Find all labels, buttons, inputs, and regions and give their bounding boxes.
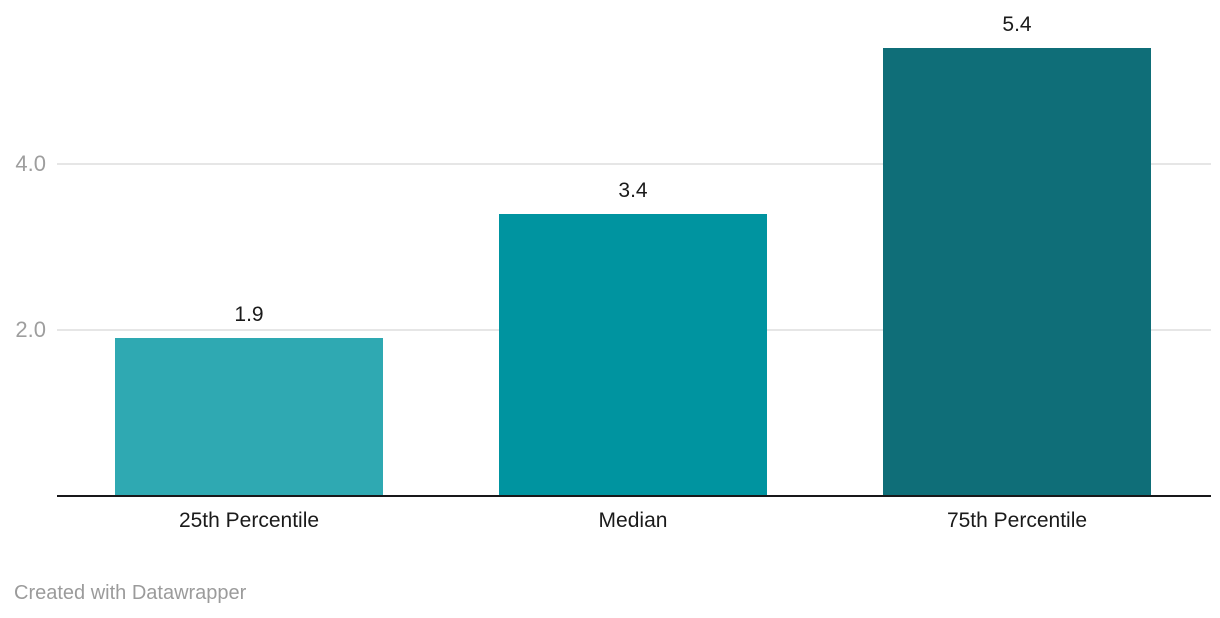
y-gridline: [57, 163, 1211, 165]
x-category-label: 25th Percentile: [178, 509, 320, 532]
y-tick-label: 4.0: [15, 151, 46, 176]
x-axis-line: [57, 495, 1211, 497]
bar-median: [499, 214, 767, 496]
bar-value-label: 1.9: [234, 303, 264, 326]
bar-25th-percentile: [115, 338, 383, 496]
x-category-label: 75th Percentile: [946, 509, 1088, 532]
bar-value-label: 5.4: [1002, 13, 1032, 36]
bar-75th-percentile: [883, 48, 1151, 496]
bar-value-label: 3.4: [618, 179, 648, 202]
attribution-text: Created with Datawrapper: [14, 582, 247, 604]
y-tick-label: 2.0: [15, 317, 46, 342]
x-category-label: Median: [598, 509, 668, 532]
